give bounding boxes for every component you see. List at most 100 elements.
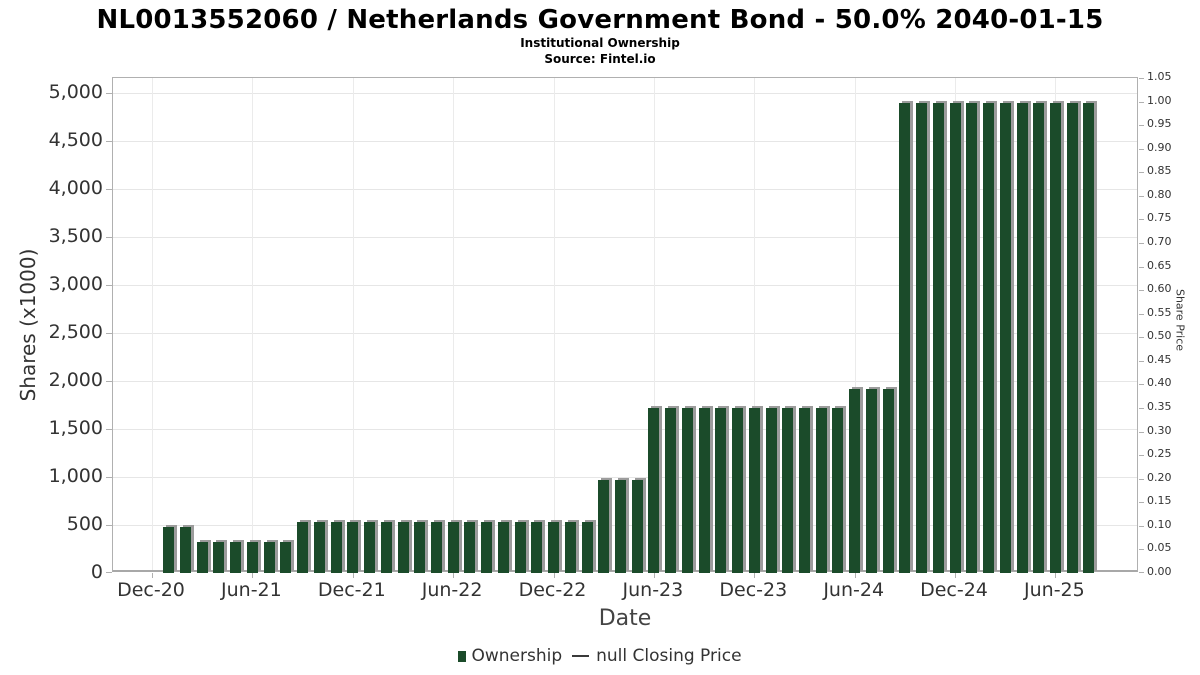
ownership-bar[interactable] <box>531 522 543 573</box>
x-tick-label: Dec-21 <box>317 579 386 601</box>
y-left-tick <box>106 189 112 191</box>
y-left-tick <box>106 333 112 334</box>
h-gridline <box>113 285 1137 286</box>
ownership-bar[interactable] <box>230 542 242 573</box>
ownership-bar[interactable] <box>916 102 928 573</box>
ownership-bar[interactable] <box>899 102 911 573</box>
ownership-bar[interactable] <box>397 522 409 573</box>
ownership-bar[interactable] <box>514 522 526 573</box>
y-right-tick <box>1139 525 1144 527</box>
y-right-tick <box>1139 172 1144 174</box>
y-left-tick-label: 3,500 <box>48 225 103 247</box>
ownership-bar[interactable] <box>263 542 275 573</box>
y-right-tick <box>1139 478 1144 480</box>
y-left-tick-label: 500 <box>66 513 103 535</box>
ownership-bar[interactable] <box>246 542 258 573</box>
v-gridline <box>352 78 354 570</box>
ownership-bar[interactable] <box>280 542 292 573</box>
x-tick-label: Jun-21 <box>221 579 282 601</box>
ownership-bar[interactable] <box>849 388 861 573</box>
ownership-bar[interactable] <box>648 407 660 573</box>
ownership-bar[interactable] <box>364 522 375 573</box>
v-gridline <box>653 78 655 570</box>
ownership-bar[interactable] <box>815 407 827 573</box>
ownership-bar[interactable] <box>213 542 225 573</box>
x-tick <box>1055 573 1057 578</box>
y-right-tick-label: 0.05 <box>1147 541 1172 555</box>
ownership-bar[interactable] <box>865 388 877 573</box>
ownership-bar[interactable] <box>732 407 744 573</box>
ownership-bar[interactable] <box>313 522 325 573</box>
ownership-bar[interactable] <box>330 522 342 573</box>
legend-item-closing-price[interactable]: null Closing Price <box>572 646 742 666</box>
ownership-bar[interactable] <box>932 102 944 573</box>
x-tick <box>152 573 153 578</box>
y-right-tick <box>1139 360 1144 362</box>
ownership-bar[interactable] <box>380 522 392 573</box>
y-right-tick <box>1139 431 1144 433</box>
plot-area <box>106 77 1144 578</box>
ownership-bar[interactable] <box>983 102 994 573</box>
h-gridline <box>113 381 1137 382</box>
ownership-bar[interactable] <box>481 522 493 573</box>
ownership-bar[interactable] <box>581 522 593 573</box>
ownership-bar[interactable] <box>799 407 810 573</box>
y-right-tick-label: 0.75 <box>1147 211 1172 225</box>
ownership-bar[interactable] <box>832 407 844 573</box>
ownership-bar[interactable] <box>464 522 476 573</box>
y-left-tick <box>106 429 112 430</box>
y-right-tick-label: 0.70 <box>1147 235 1172 248</box>
x-tick <box>854 573 856 578</box>
ownership-bar[interactable] <box>430 522 442 573</box>
x-tick <box>955 573 956 578</box>
ownership-bar[interactable] <box>347 522 359 573</box>
ownership-bar[interactable] <box>1049 102 1061 573</box>
chart-title: NL0013552060 / Netherlands Government Bo… <box>96 5 1104 35</box>
ownership-bar[interactable] <box>614 479 626 573</box>
y-right-tick <box>1139 101 1144 103</box>
y-left-tick <box>106 525 112 526</box>
ownership-bar[interactable] <box>665 407 677 573</box>
ownership-bar[interactable] <box>631 479 643 573</box>
ownership-bar[interactable] <box>765 407 777 573</box>
y-right-tick-label: 0.00 <box>1147 565 1172 578</box>
y-right-tick <box>1139 455 1144 457</box>
price-line-icon <box>572 655 590 657</box>
y-right-tick-label: 0.90 <box>1147 140 1172 154</box>
y-right-tick <box>1139 195 1144 197</box>
ownership-bar[interactable] <box>447 522 459 573</box>
ownership-bar[interactable] <box>949 102 961 573</box>
y-left-tick <box>106 141 112 143</box>
chart-source: Source: Fintel.io <box>544 52 656 66</box>
ownership-bar[interactable] <box>414 522 426 573</box>
ownership-bar[interactable] <box>163 526 175 573</box>
ownership-bar[interactable] <box>548 522 559 573</box>
x-tick <box>352 573 354 578</box>
y-right-tick-label: 0.35 <box>1147 400 1172 413</box>
ownership-bar[interactable] <box>196 542 208 573</box>
ownership-bar[interactable] <box>681 407 693 573</box>
ownership-bar[interactable] <box>715 407 727 573</box>
ownership-bar[interactable] <box>1083 102 1095 573</box>
ownership-bar[interactable] <box>598 479 610 573</box>
y-left-tick-label: 4,500 <box>48 129 103 152</box>
ownership-bar[interactable] <box>999 102 1011 573</box>
x-tick <box>553 573 555 578</box>
y-right-tick <box>1139 502 1144 504</box>
y-right-tick <box>1139 125 1144 127</box>
ownership-bar[interactable] <box>1033 102 1045 573</box>
y-right-tick <box>1139 78 1144 79</box>
ownership-bar[interactable] <box>882 388 894 573</box>
ownership-bar[interactable] <box>180 526 191 573</box>
ownership-bar[interactable] <box>1066 102 1078 573</box>
ownership-bar[interactable] <box>297 522 309 573</box>
ownership-bar[interactable] <box>966 102 978 573</box>
ownership-bar[interactable] <box>782 407 794 573</box>
legend-item-ownership[interactable]: Ownership <box>458 646 562 666</box>
y-right-tick <box>1139 337 1144 339</box>
ownership-bar[interactable] <box>748 407 760 573</box>
ownership-bar[interactable] <box>497 522 509 573</box>
ownership-bar[interactable] <box>698 407 710 573</box>
ownership-bar[interactable] <box>564 522 576 573</box>
ownership-bar[interactable] <box>1016 102 1028 573</box>
